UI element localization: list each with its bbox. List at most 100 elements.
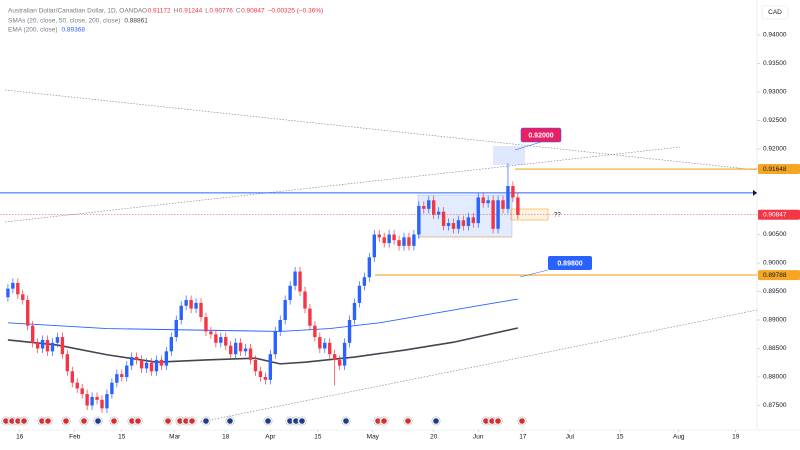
y-tick-label: 0.92500 <box>763 117 787 124</box>
last-price-tag <box>758 209 800 220</box>
candle-body <box>367 257 372 278</box>
candle-body <box>248 348 253 360</box>
event-flag[interactable] <box>111 418 117 424</box>
ohlc-value: 0.90847 <box>241 8 265 15</box>
x-tick-label: Jul <box>566 434 575 441</box>
y-tick-label: 0.89000 <box>763 317 787 324</box>
event-flag[interactable] <box>293 418 299 424</box>
candle-body <box>397 240 401 246</box>
y-tick-label: 0.94000 <box>763 32 787 39</box>
candle-body <box>278 319 282 332</box>
level-price-tag <box>758 164 800 175</box>
candle-body <box>318 337 322 349</box>
events <box>1 416 527 426</box>
candle-body <box>258 371 263 377</box>
level-price-label: 0.91648 <box>763 166 787 173</box>
candle-body <box>80 388 84 395</box>
ohlc-value: 0.91172 <box>148 8 171 15</box>
candle-body <box>456 220 461 229</box>
candle-body <box>184 300 188 306</box>
candle-body <box>308 308 312 326</box>
candle-body <box>100 399 104 409</box>
event-flag[interactable] <box>519 418 525 424</box>
x-tick-label: 15 <box>118 434 126 441</box>
event-flag[interactable] <box>203 418 209 424</box>
event-flag[interactable] <box>81 418 87 424</box>
candle-body <box>446 223 451 226</box>
x-tick-label: May <box>367 434 380 441</box>
candle-body <box>75 382 79 389</box>
y-tick-label: 0.90500 <box>763 231 787 238</box>
x-tick-label: Jun <box>473 434 484 441</box>
candle-body <box>436 211 441 215</box>
candle-body <box>273 331 277 355</box>
candle-body <box>115 374 119 383</box>
candle-body <box>120 374 124 377</box>
event-flag[interactable] <box>495 418 501 424</box>
candle-body <box>402 237 406 246</box>
candle-body <box>238 342 243 352</box>
event-flag[interactable] <box>483 418 489 424</box>
candle-body <box>481 197 485 204</box>
event-flag[interactable] <box>265 418 271 424</box>
candle-body <box>263 376 268 380</box>
candles <box>6 163 520 413</box>
y-tick-label: 0.93000 <box>763 89 787 96</box>
last-price-label: 0.90847 <box>763 211 787 218</box>
candle-body <box>214 334 218 343</box>
x-tick-label: Aug <box>673 434 685 441</box>
event-flag[interactable] <box>9 418 15 424</box>
candle-body <box>30 325 35 343</box>
event-flag[interactable] <box>3 418 9 424</box>
candle-body <box>204 317 208 332</box>
event-flag[interactable] <box>343 418 349 424</box>
candle-body <box>303 291 307 309</box>
event-flag[interactable] <box>183 418 189 424</box>
candle-body <box>298 271 302 292</box>
x-tick-label: 15 <box>616 434 624 441</box>
candle-body <box>159 359 164 366</box>
currency-label[interactable]: CAD <box>768 9 782 16</box>
event-flag[interactable] <box>135 418 141 424</box>
trend-line <box>4 146 681 223</box>
ohlc-change: −0.00325 (−0.36%) <box>268 8 324 15</box>
candle-body <box>144 362 149 369</box>
event-flag[interactable] <box>227 418 233 424</box>
event-flag[interactable] <box>405 418 411 424</box>
candle-body <box>6 288 10 298</box>
candle-body <box>377 234 381 238</box>
x-tick-label: 17 <box>519 434 527 441</box>
event-flag[interactable] <box>129 418 135 424</box>
event-flag[interactable] <box>21 418 27 424</box>
event-flag[interactable] <box>489 418 495 424</box>
candle-body <box>164 351 169 366</box>
event-flag[interactable] <box>433 418 439 424</box>
currency-button[interactable] <box>761 5 789 20</box>
indicator-value: 0.89368 <box>62 27 86 34</box>
event-flag[interactable] <box>15 418 21 424</box>
x-tick-label: Mar <box>169 434 181 441</box>
event-flag[interactable] <box>189 418 195 424</box>
event-flag[interactable] <box>63 418 69 424</box>
candle-body <box>506 186 510 209</box>
symbol-title: Australian Dollar/Canadian Dollar, 1D, O… <box>8 8 143 15</box>
ohlc-key: C <box>236 8 241 15</box>
event-flag[interactable] <box>375 418 381 424</box>
moving-average <box>7 298 518 332</box>
event-flag[interactable] <box>39 418 45 424</box>
event-flag[interactable] <box>165 418 171 424</box>
event-flag[interactable] <box>95 418 101 424</box>
event-flag[interactable] <box>177 418 183 424</box>
candle-body <box>392 234 396 241</box>
event-flag[interactable] <box>45 418 51 424</box>
candle-body <box>337 359 342 366</box>
candle-body <box>288 285 292 301</box>
event-flag[interactable] <box>299 418 305 424</box>
event-flag[interactable] <box>287 418 293 424</box>
event-flag[interactable] <box>381 418 387 424</box>
candle-body <box>219 337 223 343</box>
candle-body <box>125 365 129 377</box>
candle-body <box>129 357 134 366</box>
candle-body <box>139 359 144 369</box>
